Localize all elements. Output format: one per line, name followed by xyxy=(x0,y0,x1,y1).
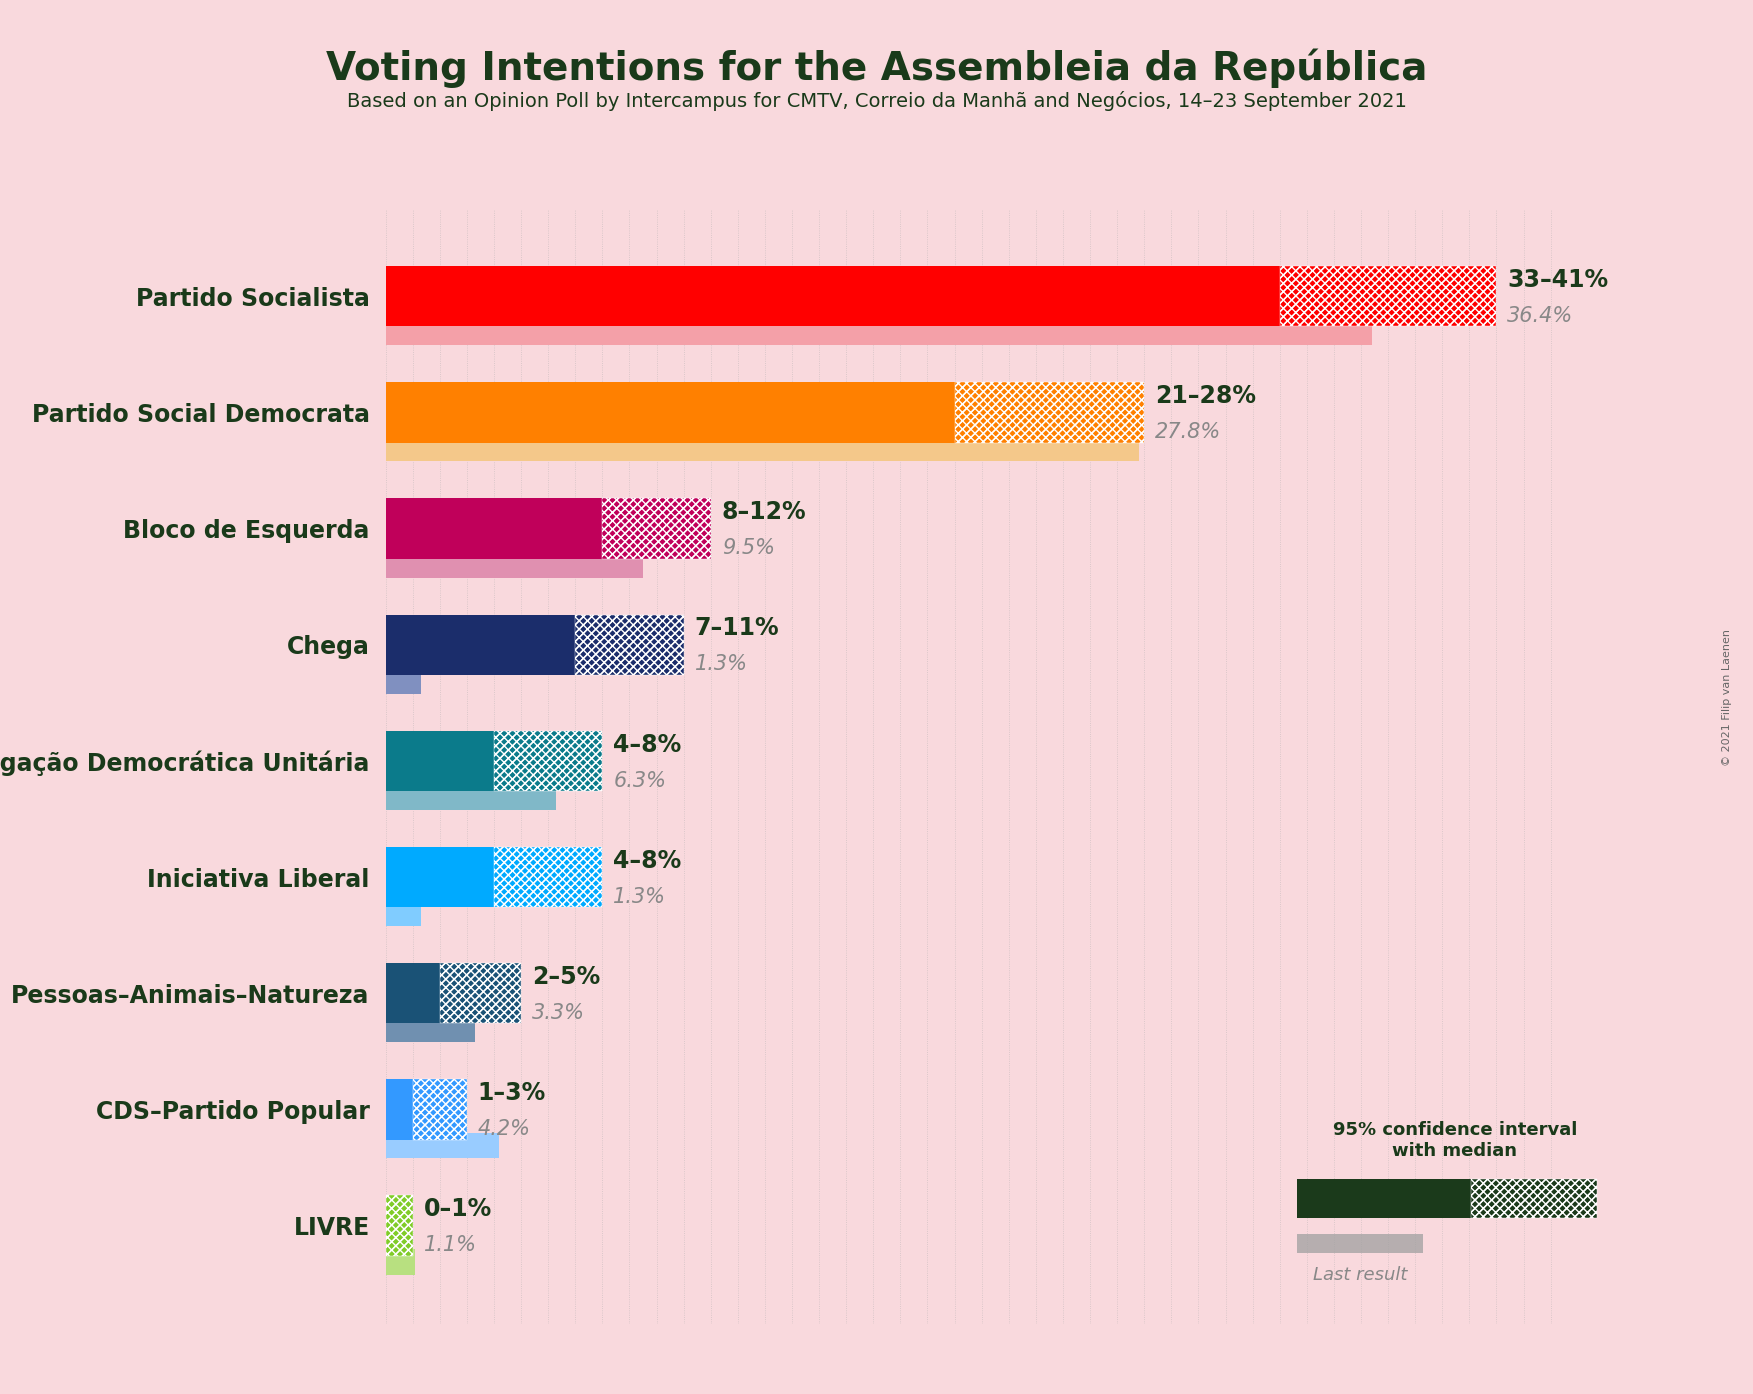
Text: 2–5%: 2–5% xyxy=(531,965,600,988)
Text: 1.3%: 1.3% xyxy=(614,887,666,907)
Bar xyxy=(386,1016,475,1043)
Bar xyxy=(955,382,1145,443)
Bar xyxy=(440,963,521,1023)
Bar xyxy=(603,498,710,559)
Text: 95% confidence interval
with median: 95% confidence interval with median xyxy=(1332,1121,1578,1160)
Bar xyxy=(386,1196,412,1256)
Bar xyxy=(386,436,1139,461)
Bar xyxy=(575,615,684,675)
Text: 4.2%: 4.2% xyxy=(479,1119,531,1139)
Bar xyxy=(494,730,603,792)
Bar xyxy=(386,1196,412,1256)
Bar xyxy=(1471,1179,1597,1218)
Text: 33–41%: 33–41% xyxy=(1508,268,1609,291)
Text: 27.8%: 27.8% xyxy=(1155,422,1222,442)
Bar xyxy=(494,730,603,792)
Text: 9.5%: 9.5% xyxy=(722,538,775,559)
Text: Based on an Opinion Poll by Intercampus for CMTV, Correio da Manhã and Negócios,: Based on an Opinion Poll by Intercampus … xyxy=(347,91,1406,110)
Bar xyxy=(386,668,421,694)
Bar xyxy=(386,901,421,926)
Bar xyxy=(494,846,603,907)
Text: 7–11%: 7–11% xyxy=(694,616,778,640)
Bar xyxy=(494,846,603,907)
Bar xyxy=(603,498,710,559)
Text: 6.3%: 6.3% xyxy=(614,771,666,790)
Bar xyxy=(386,319,1373,346)
Bar xyxy=(1280,266,1497,326)
Bar xyxy=(386,615,575,675)
Text: 36.4%: 36.4% xyxy=(1508,305,1574,326)
Bar xyxy=(386,382,955,443)
Bar xyxy=(1471,1179,1597,1218)
Bar xyxy=(494,846,603,907)
Text: 1.1%: 1.1% xyxy=(424,1235,477,1256)
Bar xyxy=(386,498,603,559)
Bar xyxy=(412,1079,466,1140)
Bar xyxy=(575,615,684,675)
Text: Last result: Last result xyxy=(1313,1266,1408,1284)
Bar xyxy=(955,382,1145,443)
Bar xyxy=(386,846,494,907)
Bar xyxy=(1297,1179,1471,1218)
Bar xyxy=(386,785,556,810)
Bar xyxy=(386,266,1280,326)
Text: © 2021 Filip van Laenen: © 2021 Filip van Laenen xyxy=(1721,629,1732,765)
Text: 1.3%: 1.3% xyxy=(694,654,747,675)
Bar xyxy=(575,615,684,675)
Bar xyxy=(1280,266,1497,326)
Text: 0–1%: 0–1% xyxy=(424,1197,493,1221)
Bar xyxy=(412,1079,466,1140)
Text: 21–28%: 21–28% xyxy=(1155,385,1257,408)
Text: 3.3%: 3.3% xyxy=(531,1002,586,1023)
Bar xyxy=(386,1133,500,1158)
Bar xyxy=(1280,266,1497,326)
Bar xyxy=(386,1196,412,1256)
Text: 8–12%: 8–12% xyxy=(722,500,806,524)
Bar xyxy=(386,552,643,577)
Bar xyxy=(440,963,521,1023)
Text: 1–3%: 1–3% xyxy=(479,1082,545,1105)
Bar xyxy=(955,382,1145,443)
Bar xyxy=(412,1079,466,1140)
Bar xyxy=(494,730,603,792)
Bar xyxy=(1297,1234,1423,1253)
Text: Voting Intentions for the Assembleia da República: Voting Intentions for the Assembleia da … xyxy=(326,49,1427,88)
Bar xyxy=(603,498,710,559)
Text: 4–8%: 4–8% xyxy=(614,733,682,757)
Bar xyxy=(386,963,440,1023)
Bar xyxy=(386,730,494,792)
Bar xyxy=(440,963,521,1023)
Bar xyxy=(386,1249,415,1274)
Bar xyxy=(386,1079,412,1140)
Text: 4–8%: 4–8% xyxy=(614,849,682,873)
